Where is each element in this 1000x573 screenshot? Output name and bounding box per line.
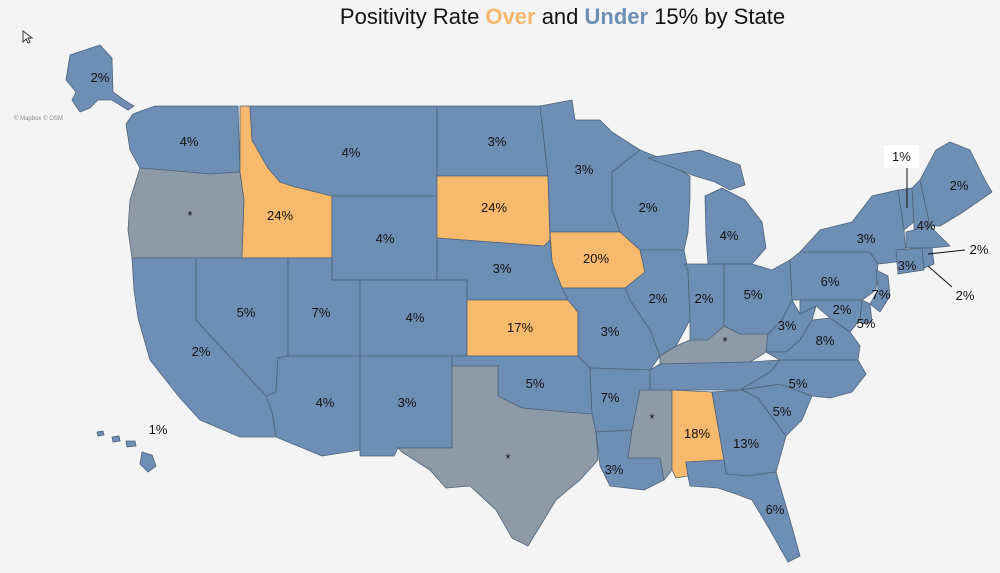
map-credit: © Mapbox © OSM — [14, 116, 63, 122]
title-mid: and — [535, 4, 585, 29]
state-label-HI: 1% — [149, 422, 168, 437]
title-under-label: Under — [584, 4, 649, 29]
state-WI[interactable] — [611, 149, 691, 251]
state-label-NJ: 7% — [872, 287, 891, 302]
state-FL[interactable] — [685, 459, 801, 563]
state-label-AZ: 4% — [316, 395, 335, 410]
state-label-OH: 5% — [744, 287, 763, 302]
state-label-NC: 5% — [789, 376, 808, 391]
state-NC[interactable] — [739, 359, 867, 399]
state-label-ID: 24% — [267, 208, 293, 223]
state-label-KS: 17% — [507, 320, 533, 335]
state-label-CA: 2% — [192, 344, 211, 359]
state-label-UT: 7% — [312, 305, 331, 320]
state-label-AR: 7% — [601, 390, 620, 405]
state-label-WI: 2% — [639, 200, 658, 215]
state-label-IL: 2% — [649, 291, 668, 306]
state-label-VA: 8% — [816, 333, 835, 348]
state-label-KY: * — [722, 334, 727, 349]
state-label-NH: 4% — [917, 218, 936, 233]
state-label-MO: 3% — [601, 324, 620, 339]
state-label-TX: * — [505, 451, 510, 466]
state-label-IA: 20% — [583, 251, 609, 266]
state-label-NE: 3% — [493, 261, 512, 276]
state-label-NM: 3% — [398, 395, 417, 410]
state-label-ND: 3% — [488, 134, 507, 149]
state-label-IN: 2% — [695, 291, 714, 306]
state-HI[interactable] — [96, 430, 157, 473]
state-OR[interactable] — [127, 167, 245, 259]
state-label-WY: 4% — [376, 231, 395, 246]
state-label-RI: 2% — [956, 288, 975, 303]
state-label-MI: 4% — [720, 228, 739, 243]
state-label-SC: 5% — [773, 404, 792, 419]
state-label-MD: 2% — [833, 302, 852, 317]
state-label-SD: 24% — [481, 200, 507, 215]
state-label-OR: * — [187, 208, 192, 223]
title-prefix: Positivity Rate — [339, 4, 486, 29]
state-NJ[interactable] — [869, 269, 891, 313]
state-label-WV: 3% — [778, 318, 797, 333]
state-MA[interactable] — [905, 225, 951, 249]
state-label-CO: 4% — [406, 310, 425, 325]
state-CT[interactable] — [895, 247, 925, 275]
state-labels: 2% 1% 4% * 24% 4% 4% 3% 24% 3% 2% 4% 20% 3% 2% 5% 7% 4% 17… — [91, 70, 989, 517]
state-label-AL: 18% — [684, 426, 710, 441]
state-label-WA: 4% — [180, 134, 199, 149]
leader-lines — [906, 168, 966, 288]
state-RI[interactable] — [921, 247, 935, 269]
label-box-VT: 1% — [884, 145, 919, 168]
state-label-GA: 13% — [733, 436, 759, 451]
state-label-AK: 2% — [91, 70, 110, 85]
state-label-MT: 4% — [342, 145, 361, 160]
title-over-label: Over — [485, 4, 536, 29]
state-MI[interactable] — [647, 149, 767, 265]
state-AZ[interactable] — [265, 355, 361, 457]
state-label-PA: 6% — [821, 274, 840, 289]
state-label-NY: 3% — [857, 231, 876, 246]
state-label-ME: 2% — [950, 178, 969, 193]
state-label-OK: 5% — [526, 376, 545, 391]
state-label-LA: 3% — [605, 462, 624, 477]
map-title: Positivity Rate Over and Under 15% by St… — [0, 4, 1000, 30]
state-label-MN: 3% — [575, 162, 594, 177]
state-label-NV: 5% — [237, 305, 256, 320]
state-DE[interactable] — [859, 299, 873, 325]
state-label-CT: 3% — [898, 258, 917, 273]
state-label-DE: 5% — [857, 316, 876, 331]
state-label-FL: 6% — [766, 502, 785, 517]
state-label-MS: * — [649, 411, 654, 426]
state-AK[interactable] — [65, 44, 135, 113]
state-TX[interactable] — [397, 365, 599, 547]
state-ME[interactable] — [919, 141, 993, 227]
state-label-MA: 2% — [970, 242, 989, 257]
title-suffix: 15% by State — [648, 4, 786, 29]
mouse-cursor-icon — [22, 30, 34, 44]
